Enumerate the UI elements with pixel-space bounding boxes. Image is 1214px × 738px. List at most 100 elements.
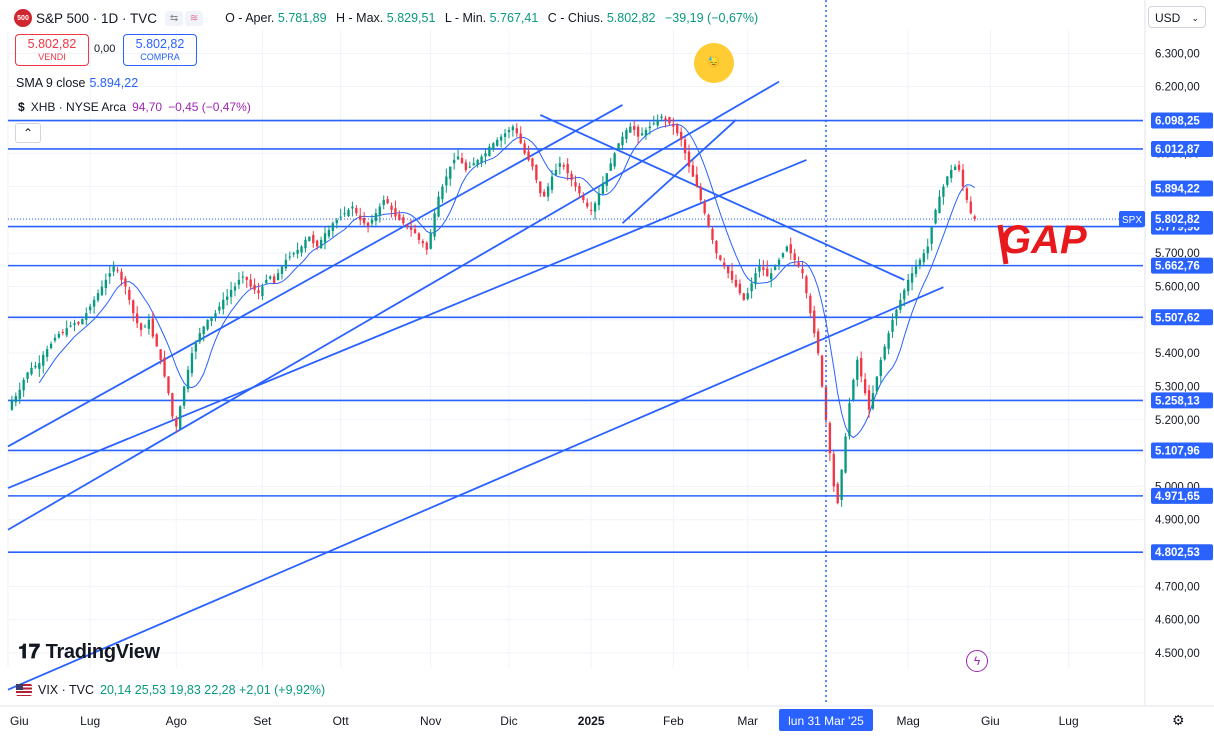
- candle-body: [194, 343, 198, 352]
- candle-body: [903, 289, 906, 300]
- currency-label: USD: [1155, 11, 1181, 25]
- candle-body: [918, 259, 922, 266]
- candle-body: [801, 268, 804, 274]
- candle-body: [672, 124, 675, 127]
- candle-body: [805, 276, 808, 294]
- candle-body: [296, 249, 299, 254]
- candle-body: [292, 253, 295, 255]
- close-value: 5.802,82: [606, 11, 656, 25]
- price-label-box: [1151, 180, 1213, 197]
- candle-body: [496, 139, 499, 146]
- candle-body: [445, 176, 448, 186]
- candle-body: [288, 256, 291, 258]
- candle-body: [316, 240, 319, 247]
- wave-icon[interactable]: ≋: [185, 10, 204, 26]
- candle-body: [934, 209, 937, 224]
- candle-body: [206, 319, 209, 330]
- candle-body: [543, 191, 546, 197]
- candle-body: [308, 236, 311, 242]
- sma-value: 5.894,22: [89, 76, 139, 90]
- compare-icon[interactable]: ⇆: [165, 10, 184, 26]
- candle-body: [49, 343, 53, 349]
- compare-legend[interactable]: $ XHB · NYSE Arca 94,70 −0,45 (−0,47%): [18, 100, 251, 114]
- trendline: [7, 104, 623, 448]
- candle-body: [879, 359, 882, 376]
- sell-button[interactable]: 5.802,82 VENDI: [15, 34, 89, 66]
- candle-body: [229, 289, 233, 297]
- candle-body: [378, 206, 381, 216]
- time-tick-label: Mag: [897, 714, 920, 728]
- candle-body: [715, 240, 718, 254]
- candle-body: [14, 396, 18, 403]
- candle-body: [515, 128, 518, 134]
- candle-body: [10, 400, 14, 410]
- candle-body: [629, 126, 632, 133]
- gap-annotation-bar: [997, 224, 1009, 265]
- candle-body: [359, 215, 362, 220]
- symbol-title[interactable]: S&P 500 · 1D · TVC: [36, 10, 158, 26]
- candle-body: [186, 369, 190, 390]
- candle-body: [402, 217, 405, 224]
- candle-body: [77, 322, 80, 324]
- open-value: 5.781,89: [277, 11, 327, 25]
- candle-body: [100, 286, 104, 295]
- buy-price: 5.802,82: [135, 37, 185, 51]
- candle-body: [26, 372, 29, 379]
- candle-body: [175, 418, 178, 427]
- candle-body: [472, 163, 475, 166]
- candle-body: [617, 143, 620, 150]
- candle-body: [820, 355, 824, 387]
- candle-body: [589, 209, 593, 211]
- candle-body: [957, 164, 961, 170]
- settings-gear-icon[interactable]: ⚙: [1172, 712, 1185, 728]
- candle-body: [535, 164, 538, 180]
- vix-legend[interactable]: VIX · TVC 20,14 25,53 19,83 22,28 +2,01 …: [16, 683, 325, 697]
- candle-body: [85, 313, 88, 320]
- price-tick-label: 5.200,00: [1155, 415, 1200, 427]
- chevron-down-icon: ⌄: [1191, 13, 1199, 23]
- header-buttons: ⇆ ≋: [165, 10, 205, 26]
- candle-body: [468, 166, 472, 168]
- candle-body: [38, 363, 41, 369]
- sma-legend[interactable]: SMA 9 close 5.894,22: [16, 76, 138, 90]
- candle-body: [852, 379, 855, 401]
- currency-select[interactable]: USD ⌄: [1148, 6, 1206, 28]
- candle-body: [272, 276, 276, 284]
- candle-body: [237, 279, 241, 285]
- candle-body: [503, 133, 507, 137]
- candle-body: [511, 126, 515, 131]
- candle-body: [351, 206, 354, 209]
- candle-body: [319, 239, 323, 249]
- horizontal-levels: [8, 119, 1143, 554]
- candle-body: [844, 436, 847, 473]
- candle-body: [836, 483, 839, 504]
- candle-body: [574, 182, 577, 187]
- candle-body: [742, 293, 745, 300]
- candle-body: [531, 158, 534, 167]
- price-tick-label: 4.900,00: [1155, 515, 1200, 527]
- high-label: H - Max.: [336, 11, 384, 25]
- lightning-icon[interactable]: ϟ: [966, 650, 988, 672]
- candle-body: [738, 283, 742, 294]
- candle-body: [656, 119, 659, 126]
- level-label: 5.258,13: [1155, 395, 1200, 407]
- candle-body: [711, 228, 714, 240]
- price-label: 5.894,22: [1155, 184, 1200, 196]
- candle-body: [151, 318, 154, 337]
- time-tick-label: Giu: [981, 714, 1000, 728]
- candle-body: [527, 151, 530, 160]
- time-tick-label: Lug: [80, 714, 100, 728]
- gap-annotation-text: GAP: [1000, 218, 1087, 262]
- spread-value: 0,00: [94, 43, 116, 55]
- candle-body: [108, 273, 111, 277]
- candle-body: [210, 316, 213, 322]
- chevron-up-icon: ⌃: [22, 126, 34, 140]
- level-label-box: [1151, 392, 1213, 409]
- candle-body: [323, 233, 327, 243]
- candle-body: [899, 299, 902, 310]
- buy-button[interactable]: 5.802,82 COMPRA: [123, 34, 197, 66]
- open-label: O - Aper.: [225, 11, 275, 25]
- candle-body: [621, 136, 624, 146]
- collapse-legend-button[interactable]: ⌃: [15, 123, 41, 143]
